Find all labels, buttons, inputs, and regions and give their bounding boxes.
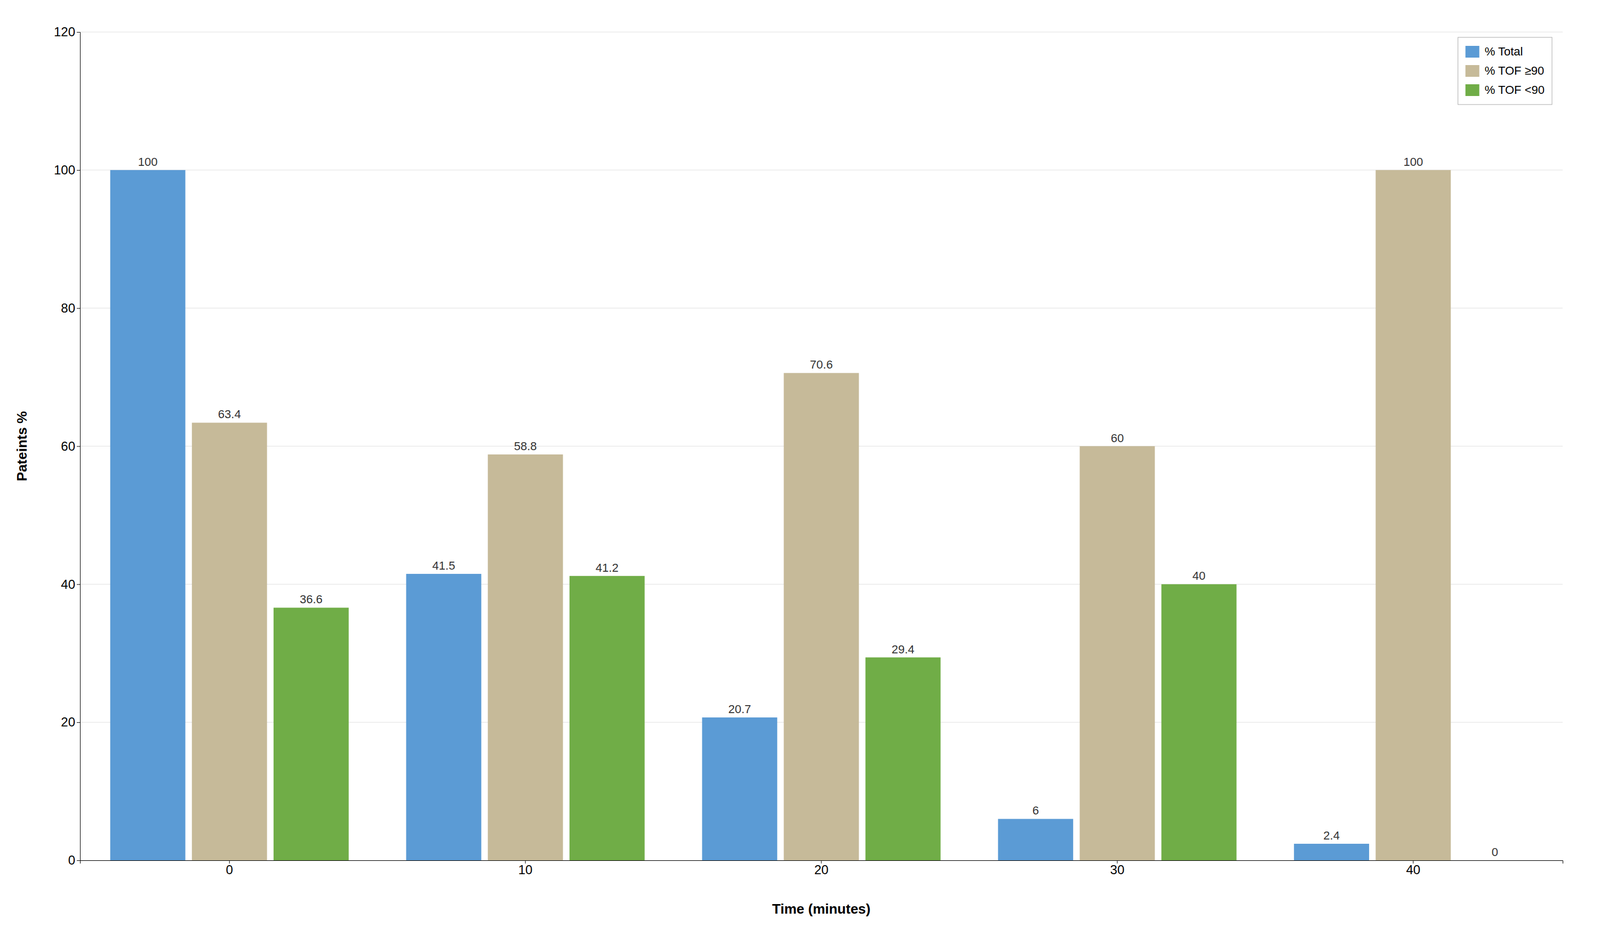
tick-mark: [76, 860, 80, 861]
grid-line: [80, 32, 1563, 33]
tick: 20: [60, 714, 80, 730]
data-label: 2.4: [1323, 828, 1340, 843]
tick: 20: [814, 860, 829, 877]
tick-mark: [76, 32, 80, 33]
tick-label: 60: [60, 438, 76, 454]
tick: 120: [53, 24, 80, 39]
y-axis: 0 20 40 60 80 100 120: [53, 24, 81, 868]
tick-label: 20: [814, 862, 829, 877]
data-label: 58.8: [514, 439, 538, 453]
tick-mark: [76, 170, 80, 171]
y-axis-title: Pateints %: [13, 411, 30, 482]
data-labels: 100 41.5 20.7 6 2.4 63.4 58.8 70.6 60 100 36.6 41.2…: [138, 155, 1499, 859]
grid-line: [80, 169, 1563, 171]
chart: 0 20 40 60 80 100 120 0 10 20 30 40 100 41.5 20.7 6 2.4 6…: [0, 0, 1600, 935]
data-label: 29.4: [891, 642, 915, 656]
legend-item: % Total: [1465, 44, 1524, 59]
tick-label: 40: [60, 577, 76, 592]
bar: [406, 573, 482, 861]
bar: [273, 607, 349, 861]
legend-item: % TOF <90: [1465, 83, 1545, 97]
bar: [865, 657, 941, 861]
series: [273, 576, 1237, 861]
bar: [192, 422, 268, 861]
bars: [110, 170, 1452, 861]
legend-label: % Total: [1484, 44, 1524, 59]
tick-label: 0: [68, 852, 76, 868]
bar: [1079, 446, 1155, 861]
grid-line: [80, 307, 1563, 309]
grid: [80, 32, 1563, 861]
x-axis: 0 10 20 30 40: [80, 860, 1564, 877]
bar: [110, 170, 186, 861]
data-label: 41.5: [432, 558, 456, 573]
data-label: 41.2: [595, 561, 619, 575]
tick-label: 100: [53, 162, 76, 178]
data-label: 60: [1110, 431, 1124, 445]
bar: [784, 372, 860, 861]
bar: [1457, 860, 1533, 861]
tick-mark: [76, 446, 80, 447]
bar: [1293, 843, 1370, 861]
legend-frame: [1458, 37, 1552, 105]
data-label: 20.7: [728, 702, 751, 716]
data-label: 6: [1032, 803, 1039, 818]
tick-label: 0: [226, 862, 234, 877]
data-label: 100: [138, 155, 158, 169]
bar: [701, 717, 778, 861]
data-label: 63.4: [218, 407, 242, 421]
data-label: 100: [1403, 155, 1423, 169]
legend-item: % TOF ≥90: [1465, 64, 1545, 78]
tick-mark: [76, 722, 80, 723]
series: [192, 170, 1451, 861]
tick: 40: [60, 577, 80, 592]
legend-label: % TOF ≥90: [1484, 64, 1545, 78]
bar: [997, 818, 1074, 861]
legend-swatch: [1465, 65, 1480, 77]
data-label: 70.6: [810, 357, 834, 372]
tick-label: 20: [60, 714, 76, 730]
legend-swatch: [1465, 45, 1480, 58]
tick-label: 120: [53, 24, 76, 39]
series: [110, 170, 1370, 861]
tick-label: 10: [518, 862, 533, 877]
tick-label: 30: [1110, 862, 1125, 877]
data-label: 36.6: [299, 592, 323, 606]
tick-mark: [76, 308, 80, 309]
bar: [569, 576, 645, 861]
tick: 30: [1110, 860, 1125, 877]
axis-line: [76, 32, 81, 861]
legend-swatch: [1465, 84, 1480, 96]
legend-label: % TOF <90: [1484, 83, 1545, 97]
tick: 0: [68, 852, 80, 868]
tick: 80: [60, 300, 80, 316]
data-label: 0: [1491, 845, 1499, 859]
tick: 0: [226, 860, 234, 877]
tick-label: 80: [60, 300, 76, 316]
tick-mark: [76, 584, 80, 585]
plot: 0 20 40 60 80 100 120 0 10 20 30 40 100 41.5 20.7 6 2.4 6…: [53, 24, 1564, 877]
bar: [1375, 170, 1451, 861]
tick: 100: [53, 162, 80, 178]
tick: 60: [60, 438, 80, 454]
bar: [488, 454, 564, 861]
legend: % Total % TOF ≥90 % TOF <90: [1458, 37, 1552, 105]
x-axis-title: Time (minutes): [772, 900, 871, 917]
tick: 40: [1405, 860, 1421, 877]
tick: 10: [518, 860, 533, 877]
data-label: 40: [1192, 569, 1206, 583]
tick-label: 40: [1405, 862, 1421, 877]
bar: [1161, 584, 1237, 861]
